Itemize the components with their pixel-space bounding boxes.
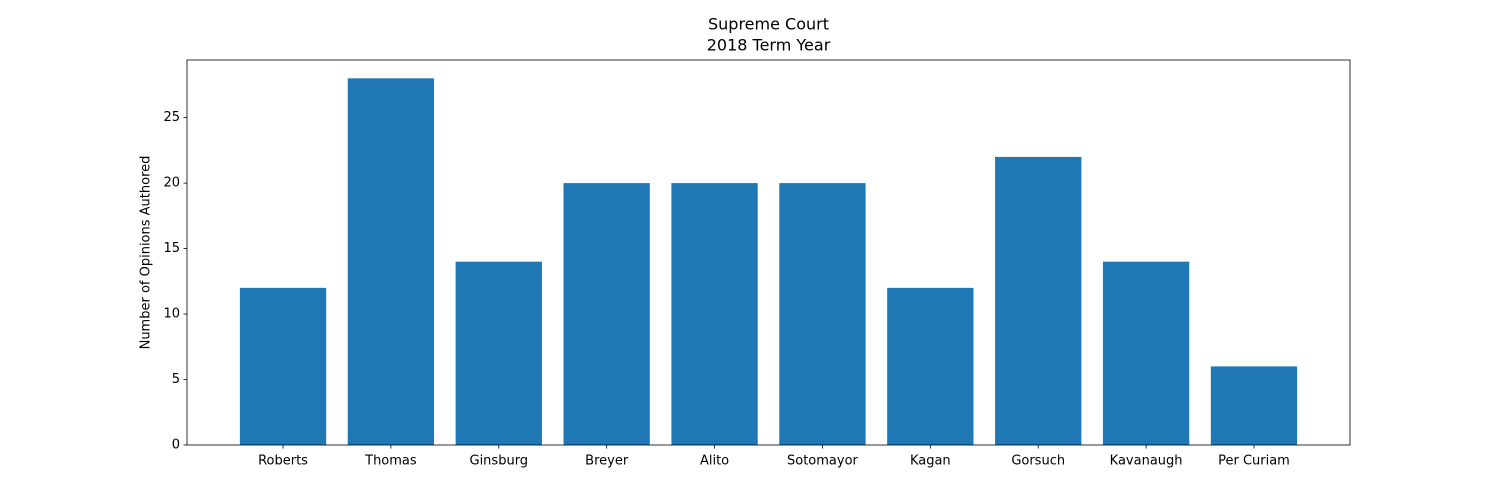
chart-title: Supreme Court: [708, 15, 829, 34]
x-tick-label: Alito: [700, 454, 729, 469]
bar: [995, 156, 1082, 445]
x-tick-label: Thomas: [364, 454, 417, 469]
y-tick-label: 20: [163, 176, 180, 191]
bar: [563, 183, 650, 445]
x-tick-label: Kagan: [910, 454, 951, 469]
plot-frame: [186, 59, 1351, 446]
y-tick-label: 15: [163, 241, 180, 256]
bar: [671, 183, 758, 445]
y-axis-label: Number of Opinions Authored: [139, 156, 154, 350]
bar: [1102, 261, 1190, 445]
bar: [239, 287, 327, 445]
x-tick-label: Per Curiam: [1218, 454, 1290, 469]
chart-subtitle: 2018 Term Year: [707, 36, 831, 55]
bar: [1210, 366, 1298, 445]
y-tick-label: 0: [172, 438, 180, 453]
x-tick-label: Gorsuch: [1011, 454, 1065, 469]
bar: [455, 261, 542, 445]
bar: [779, 183, 866, 445]
x-tick-label: Kavanaugh: [1110, 454, 1183, 469]
x-tick-label: Sotomayor: [787, 454, 859, 469]
bar: [347, 78, 435, 445]
x-tick-label: Breyer: [585, 454, 629, 469]
y-tick-label: 25: [163, 110, 180, 125]
y-tick-label: 10: [163, 307, 180, 322]
x-tick-label: Ginsburg: [470, 454, 529, 469]
x-tick-label: Roberts: [258, 454, 308, 469]
y-tick-label: 5: [172, 372, 180, 387]
bar: [887, 287, 974, 445]
